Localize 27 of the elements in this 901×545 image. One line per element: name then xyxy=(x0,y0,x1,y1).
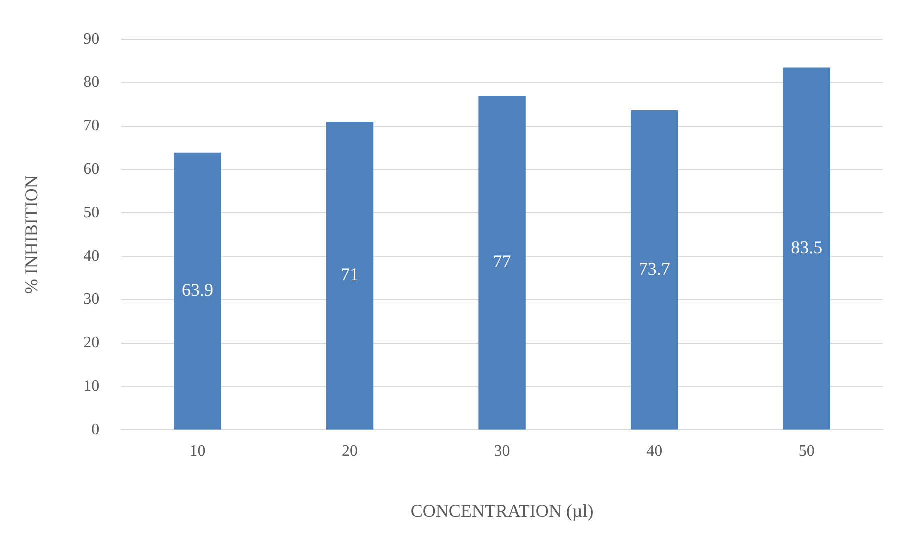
bar xyxy=(630,110,678,430)
bar xyxy=(326,122,374,430)
x-tick-label: 40 xyxy=(646,443,663,460)
y-tick-label: 0 xyxy=(92,421,100,438)
x-axis-title: CONCENTRATION (µl) xyxy=(410,500,594,521)
y-tick-label: 20 xyxy=(84,334,100,352)
data-label: 73.7 xyxy=(638,258,670,279)
x-tick-label: 20 xyxy=(342,443,358,460)
y-tick-label: 70 xyxy=(84,118,100,135)
data-label: 77 xyxy=(493,252,512,272)
x-tick-label: 30 xyxy=(494,443,510,460)
y-tick-label: 40 xyxy=(84,248,100,265)
y-tick-label: 10 xyxy=(84,378,100,396)
data-label: 63.9 xyxy=(182,280,214,300)
x-tick-label: 10 xyxy=(190,443,206,460)
y-tick-label: 90 xyxy=(84,30,100,48)
bar xyxy=(783,68,830,430)
y-tick-label: 50 xyxy=(84,204,100,222)
y-tick-label: 80 xyxy=(84,74,100,92)
data-label: 83.5 xyxy=(791,237,823,258)
y-axis-title: % INHIBITION xyxy=(22,176,42,294)
data-label: 71 xyxy=(341,264,360,285)
bar xyxy=(478,96,526,430)
y-tick-label: 30 xyxy=(84,291,100,308)
bar xyxy=(174,152,222,430)
x-tick-label: 50 xyxy=(798,443,815,460)
y-tick-label: 60 xyxy=(84,161,100,178)
